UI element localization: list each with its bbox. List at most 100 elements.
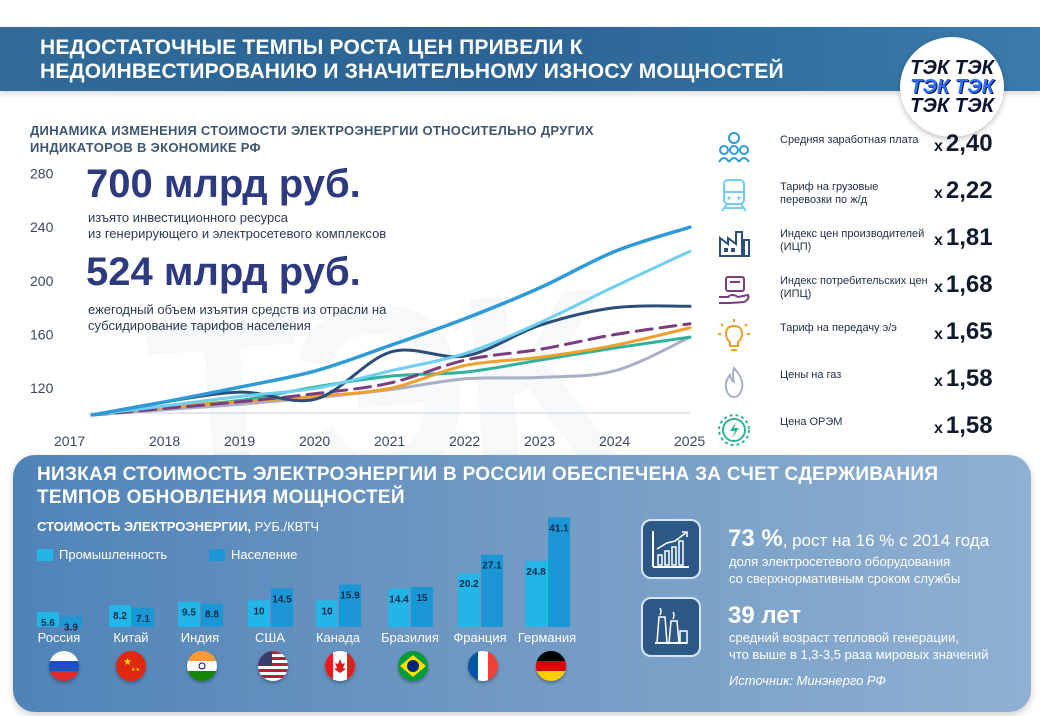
x-tick-label: 2024 bbox=[599, 433, 630, 449]
legend-swatch bbox=[209, 548, 225, 561]
line-chart: 120 160 200 240 280 2017 2018 2019 2020 2021 2022 2… bbox=[30, 165, 705, 449]
legend-swatch bbox=[37, 548, 53, 561]
bar-industry bbox=[316, 600, 338, 627]
highlight-524-note: ежегодный объем изъятия средств из отрас… bbox=[88, 302, 386, 334]
canada-flag-icon bbox=[325, 651, 355, 681]
x-tick-label: 2020 bbox=[299, 433, 330, 449]
indicator-x: х bbox=[934, 373, 943, 390]
gas-flame-icon bbox=[724, 365, 744, 399]
y-tick-label: 200 bbox=[30, 273, 54, 289]
x-tick-label: 2017 bbox=[54, 433, 85, 449]
people-icon bbox=[718, 132, 750, 163]
panel-title-line-1: НИЗКАЯ СТОИМОСТЬ ЭЛЕКТРОЭНЕРГИИ В РОССИИ… bbox=[37, 464, 939, 485]
indicator-x: х bbox=[934, 185, 943, 202]
highlight-524: 524 млрд руб. bbox=[86, 250, 361, 294]
x-tick-label: 2019 bbox=[224, 433, 255, 449]
energy-gear-icon bbox=[718, 414, 750, 446]
bar-population bbox=[339, 584, 361, 627]
source-note: Источник: Минэнерго РФ bbox=[729, 673, 886, 688]
growth-chart-icon bbox=[641, 519, 701, 579]
bar-industry bbox=[109, 605, 131, 627]
highlight-700-note-line-1: изъято инвестиционного ресурса bbox=[88, 210, 288, 225]
svg-text:★: ★ bbox=[123, 657, 132, 668]
factory-icon bbox=[719, 231, 750, 257]
chart-subtitle: ДИНАМИКА ИЗМЕНЕНИЯ СТОИМОСТИ ЭЛЕКТРОЭНЕР… bbox=[30, 122, 650, 156]
series-line bbox=[90, 249, 692, 417]
bar-label-population: 15.9 bbox=[340, 591, 360, 602]
bar-label-population: 7.1 bbox=[136, 614, 150, 625]
bar-population bbox=[481, 554, 503, 627]
page-title: НЕДОСТАТОЧНЫЕ ТЕМПЫ РОСТА ЦЕН ПРИВЕЛИ К … bbox=[40, 36, 880, 84]
stat-73-value: 73 % bbox=[728, 525, 783, 552]
indicator-x: х bbox=[934, 138, 943, 155]
highlight-700: 700 млрд руб. bbox=[86, 162, 361, 206]
bar-industry bbox=[458, 573, 480, 627]
indicator-row: Средняя заработная плата х 2,40 bbox=[716, 128, 1036, 168]
stat-39-note-line-1: средний возраст тепловой генерации, bbox=[729, 630, 959, 645]
indicator-label: Цена ОРЭМ bbox=[780, 416, 843, 428]
bar-population bbox=[548, 517, 570, 627]
chart-subtitle-line-1: ДИНАМИКА ИЗМЕНЕНИЯ СТОИМОСТИ ЭЛЕКТРОЭНЕР… bbox=[30, 123, 594, 138]
y-tick-label: 120 bbox=[30, 380, 54, 396]
indicator-label: Средняя заработная плата bbox=[780, 134, 919, 146]
x-tick-label: 2022 bbox=[449, 433, 480, 449]
legend-population: Население bbox=[209, 547, 297, 562]
germany-flag-icon bbox=[536, 651, 566, 681]
bar-label-population: 41.1 bbox=[549, 523, 569, 534]
stat-73-note: доля электросетевого оборудования со све… bbox=[729, 553, 960, 587]
usa-flag-icon bbox=[258, 651, 288, 681]
train-icon bbox=[721, 179, 747, 212]
bar-label-industry: 24.8 bbox=[526, 567, 546, 578]
stat-73-note-line-1: доля электросетевого оборудования bbox=[729, 554, 951, 569]
panel-title-line-2: ТЕМПОВ ОБНОВЛЕНИЯ МОЩНОСТЕЙ bbox=[37, 487, 405, 508]
bar-population bbox=[411, 587, 433, 627]
stat-39-note: средний возраст тепловой генерации, что … bbox=[729, 629, 988, 663]
x-tick-label: 2025 bbox=[674, 433, 705, 449]
bar-population bbox=[271, 588, 293, 627]
indicator-row: Цена ОРЭМ х 1,58 bbox=[716, 410, 1036, 450]
logo-text-bottom: ТЭК ТЭК bbox=[910, 94, 994, 117]
svg-text:★★: ★★ bbox=[131, 667, 140, 673]
bar-label-industry: 10 bbox=[253, 606, 265, 617]
indicator-value: х 1,81 bbox=[934, 224, 1034, 252]
cost-chart-title: СТОИМОСТЬ ЭЛЕКТРОЭНЕРГИИ, РУБ./КВТЧ bbox=[37, 519, 319, 534]
indicator-value: х 1,58 bbox=[934, 412, 1034, 440]
bar-industry bbox=[388, 588, 410, 627]
bar-population bbox=[60, 616, 82, 627]
stat-73-note-line-2: со сверхнормативным сроком службы bbox=[729, 571, 961, 586]
power-plant-icon bbox=[641, 597, 701, 657]
indicator-label: Индекс потребительских цен (ИПЦ) bbox=[780, 275, 928, 300]
stat-39: 39 лет bbox=[728, 602, 802, 629]
tek-logo: ТЭК ТЭК ТЭК ТЭК ТЭК ТЭК bbox=[900, 37, 1004, 137]
bar-label-population: 3.9 bbox=[64, 623, 78, 634]
stat-39-note-line-2: что выше в 1,3-3,5 раза мировых значений bbox=[729, 647, 989, 662]
highlight-700-note-line-2: из генерирующего и электросетевого компл… bbox=[88, 226, 387, 241]
bar-label-population: 8.8 bbox=[205, 610, 219, 621]
header-banner: НЕДОСТАТОЧНЫЕ ТЕМПЫ РОСТА ЦЕН ПРИВЕЛИ К … bbox=[0, 27, 1040, 137]
bar-population bbox=[201, 603, 223, 627]
indicator-value: х 1,58 bbox=[934, 365, 1034, 393]
logo-text-top: ТЭК ТЭК bbox=[910, 56, 994, 79]
indicator-x: х bbox=[934, 279, 943, 296]
country-label: Франция bbox=[453, 630, 506, 645]
indicator-value: х 1,65 bbox=[934, 318, 1034, 346]
indicator-number: 1,65 bbox=[945, 318, 993, 345]
legend-label: Промышленность bbox=[59, 547, 168, 562]
bar-label-industry: 5.6 bbox=[41, 618, 55, 629]
stat-73: 73 %, рост на 16 % с 2014 года bbox=[728, 525, 989, 553]
legend-industry: Промышленность bbox=[37, 547, 167, 562]
y-tick-label: 240 bbox=[30, 219, 54, 235]
indicator-label: Тариф на передачу э/э bbox=[780, 322, 897, 334]
bar-label-industry: 9.5 bbox=[182, 608, 196, 619]
bar-label-industry: 14.4 bbox=[389, 595, 409, 606]
france-flag-icon bbox=[468, 651, 498, 681]
indicator-x: х bbox=[934, 326, 943, 343]
bar-industry bbox=[178, 601, 200, 627]
bar-label-population: 15 bbox=[416, 593, 428, 604]
country-label: Канада bbox=[316, 630, 361, 645]
indicator-number: 1,68 bbox=[945, 271, 993, 298]
logo-text-mid: ТЭК ТЭК bbox=[910, 75, 994, 98]
indicator-value: х 2,22 bbox=[934, 177, 1034, 205]
indicator-number: 1,58 bbox=[945, 365, 993, 392]
bar-label-industry: 10 bbox=[321, 606, 333, 617]
